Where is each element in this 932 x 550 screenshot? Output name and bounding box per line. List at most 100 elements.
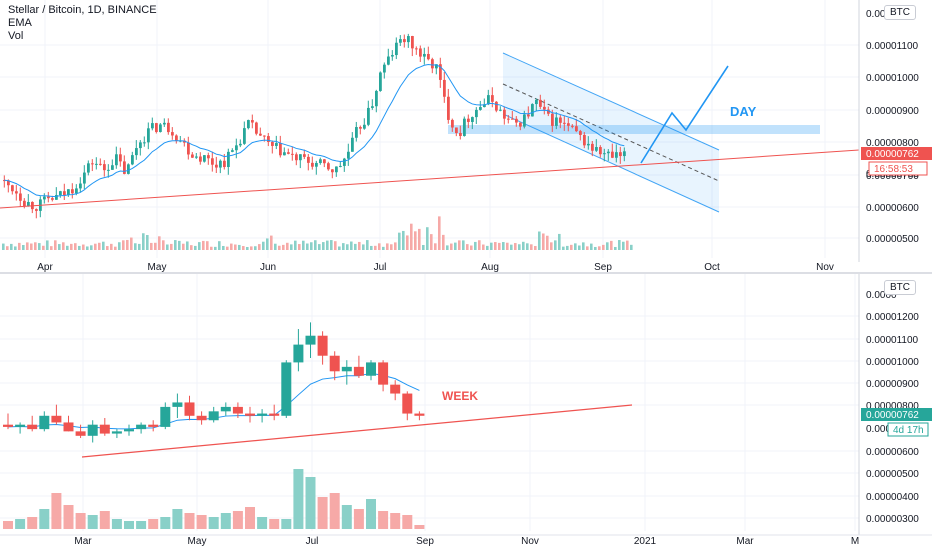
candle [27, 424, 38, 430]
candle [511, 118, 514, 120]
volume-bar [218, 241, 221, 250]
candle [79, 183, 82, 189]
volume-bar [62, 242, 65, 250]
volume-bar [146, 234, 149, 250]
y-tick-label: 0.00001100 [866, 335, 919, 346]
candle [559, 117, 562, 123]
volume-bar [390, 244, 393, 250]
candle [435, 64, 438, 69]
candle [347, 151, 350, 159]
candle [127, 164, 130, 174]
candle [239, 143, 242, 146]
candle [283, 152, 286, 156]
volume-bar [87, 515, 98, 529]
candle [307, 156, 310, 163]
candle [599, 147, 602, 155]
volume-bar [86, 246, 89, 250]
candle [471, 117, 474, 122]
countdown-marker [887, 422, 929, 437]
volume-bar [14, 246, 17, 250]
candle [163, 122, 166, 125]
volume-bar [414, 525, 425, 529]
candle [99, 424, 110, 434]
candle [603, 153, 606, 155]
candle [499, 109, 502, 111]
volume-bar [136, 521, 147, 529]
candle [63, 191, 66, 196]
candle [305, 335, 316, 345]
volume-bar [210, 246, 213, 250]
volume-bar [618, 240, 621, 250]
volume-bar [442, 234, 445, 250]
candle [390, 384, 401, 394]
candle [411, 36, 414, 49]
volume-bar [350, 241, 353, 250]
volume-bar [358, 241, 361, 250]
candle [353, 366, 364, 376]
currency-badge-bottom[interactable]: BTC [884, 280, 916, 295]
y-tick-label: 0.00001100 [866, 41, 919, 52]
volume-bar [410, 223, 413, 250]
volume-bar [238, 244, 241, 250]
volume-bar [394, 242, 397, 250]
volume-bar [114, 246, 117, 250]
volume-bar [586, 246, 589, 250]
currency-badge-top[interactable]: BTC [884, 5, 916, 20]
volume-bar [154, 242, 157, 250]
volume-bar [70, 243, 73, 250]
candle [293, 344, 304, 363]
volume-bar [270, 235, 273, 250]
candle [535, 99, 538, 105]
x-tick-label: May [148, 262, 167, 273]
candle [451, 119, 454, 128]
volume-bar [490, 242, 493, 250]
candle [587, 143, 590, 146]
volume-bar [298, 244, 301, 250]
volume-bar [354, 243, 357, 250]
candle [563, 122, 566, 124]
legend-ema[interactable]: EMA [8, 17, 32, 29]
candle [39, 415, 50, 430]
candle [183, 140, 186, 143]
volume-bar [222, 245, 225, 250]
volume-bar [610, 240, 613, 250]
candle [43, 196, 46, 200]
volume-bar [522, 241, 525, 250]
candle [215, 164, 218, 168]
volume-bar [314, 240, 317, 250]
candle [403, 39, 406, 43]
volume-bar [266, 238, 269, 250]
volume-bar [542, 233, 545, 250]
legend-symbol[interactable]: Stellar / Bitcoin, 1D, BINANCE [8, 4, 157, 16]
candle [491, 95, 494, 102]
volume-bar [366, 240, 369, 250]
candle [255, 122, 258, 134]
volume-bar [510, 244, 513, 250]
candle [395, 42, 398, 56]
support-trendline [0, 149, 860, 209]
volume-bar [232, 511, 243, 529]
legend-vol[interactable]: Vol [8, 30, 24, 42]
candle [615, 152, 618, 158]
candle [191, 154, 194, 158]
volume-bar [90, 245, 93, 250]
candle [232, 406, 243, 414]
volume-bar [66, 245, 69, 250]
candle [269, 413, 280, 416]
candle [607, 151, 610, 154]
candle [475, 109, 478, 118]
volume-bar [382, 246, 385, 250]
candle [220, 406, 231, 412]
volume-bar [353, 509, 364, 529]
countdown-label: 16:58:53 [874, 164, 913, 175]
x-tick-label: Nov [816, 262, 834, 273]
volume-bar [170, 243, 173, 250]
volume-bar [50, 246, 53, 250]
candle [527, 114, 530, 117]
volume-bar [234, 244, 237, 250]
candle [523, 114, 526, 127]
candle [323, 159, 326, 164]
volume-bar [245, 507, 255, 529]
candle [419, 48, 422, 57]
